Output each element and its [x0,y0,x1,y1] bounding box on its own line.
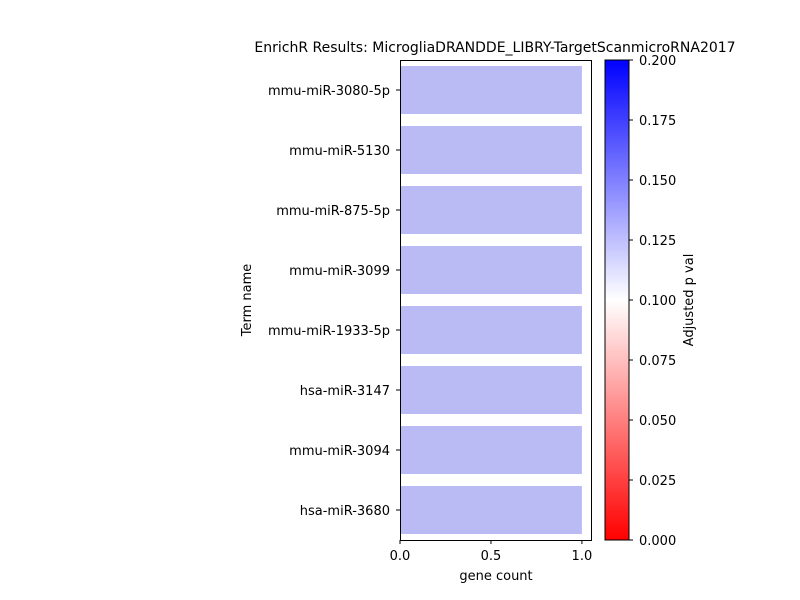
bar-mmu-miR-5130 [400,126,582,174]
bar-mmu-miR-3080-5p [400,66,582,114]
bar-mmu-miR-1933-5p [400,306,582,354]
bar-hsa-miR-3680 [400,486,582,534]
colorbar-tick-label: 0.075 [639,354,676,369]
bar-mmu-miR-3094 [400,426,582,474]
y-tick-label: mmu-miR-3080-5p [268,84,390,99]
x-axis-label: gene count [459,569,532,584]
x-tick-label: 0.5 [481,549,502,564]
colorbar-tick-label: 0.125 [639,234,676,249]
y-tick-label: mmu-miR-5130 [289,144,390,159]
y-tick-label: mmu-miR-875-5p [276,204,390,219]
y-axis-ticks: mmu-miR-3080-5p mmu-miR-5130 mmu-miR-875-5… [268,84,400,519]
x-tick-label: 0.0 [390,549,411,564]
y-tick-label: mmu-miR-3099 [289,264,390,279]
bars-group [400,66,582,534]
bar-mmu-miR-875-5p [400,186,582,234]
colorbar [604,59,630,541]
y-tick-label: hsa-miR-3680 [300,504,390,519]
plot-frame [400,60,592,541]
colorbar-tick-label: 0.175 [639,114,676,129]
x-tick-label: 1.0 [572,549,593,564]
colorbar-tick-label: 0.200 [639,54,676,69]
bar-hsa-miR-3147 [400,366,582,414]
y-tick-label: mmu-miR-3094 [289,444,390,459]
bar-mmu-miR-3099 [400,246,582,294]
colorbar-ticks: 0.000 0.025 0.050 0.075 0.100 0.125 0.150 0.175… [629,54,676,549]
colorbar-label: Adjusted p val [682,254,697,347]
colorbar-tick-label: 0.100 [639,294,676,309]
colorbar-tick-label: 0.150 [639,174,676,189]
chart-title: EnrichR Results: MicrogliaDRANDDE_LIBRY-… [254,40,735,56]
colorbar-tick-label: 0.025 [639,474,676,489]
y-tick-label: mmu-miR-1933-5p [268,324,390,339]
y-axis-label: Term name [240,264,255,338]
y-tick-label: hsa-miR-3147 [300,384,390,399]
colorbar-tick-label: 0.050 [639,414,676,429]
x-axis-ticks: 0.0 0.5 1.0 [390,540,593,564]
colorbar-tick-label: 0.000 [639,534,676,549]
